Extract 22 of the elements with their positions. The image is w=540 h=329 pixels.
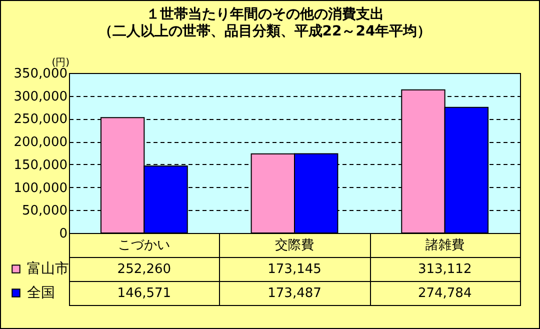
y-tick-label: 200,000 <box>14 135 68 150</box>
x-tick-label: 諸雑費 <box>425 238 464 253</box>
legend-label: 富山市 <box>27 261 69 277</box>
y-tick-label: 0 <box>59 226 68 242</box>
chart-subtitle: （二人以上の世帯、品目分類、平成22～24年平均） <box>98 24 432 40</box>
y-tick-label: 350,000 <box>14 66 68 82</box>
x-tick-label: こづかい <box>118 238 170 253</box>
y-tick-label: 250,000 <box>14 112 68 128</box>
data-label: 173,145 <box>268 262 322 277</box>
y-tick-label: 100,000 <box>14 180 68 196</box>
y-tick-label: 50,000 <box>22 204 68 219</box>
data-label: 146,571 <box>117 286 172 301</box>
chart-title: １世帯当たり年間のその他の消費支出 <box>146 6 384 22</box>
x-tick-label: 交際費 <box>275 237 314 253</box>
y-tick-label: 150,000 <box>14 158 68 173</box>
data-label: 274,784 <box>418 286 472 301</box>
data-label: 313,112 <box>418 262 472 277</box>
y-axis-title: (円) <box>52 58 70 68</box>
data-label: 173,487 <box>268 286 322 301</box>
y-tick-label: 300,000 <box>14 89 68 104</box>
legend-label: 全国 <box>27 285 55 301</box>
data-label: 252,260 <box>117 262 172 277</box>
